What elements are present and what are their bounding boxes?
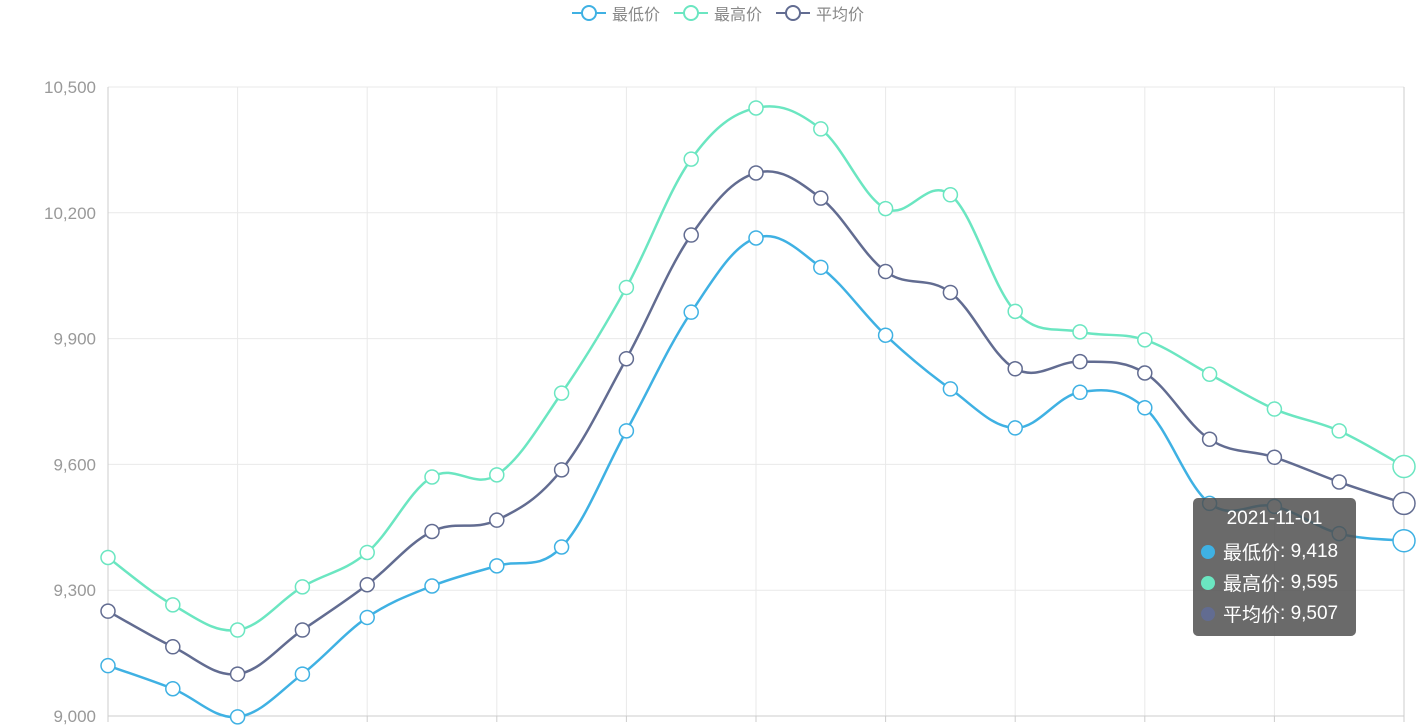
data-point[interactable] (424, 469, 440, 485)
tooltip-series-name: 平均价 (1223, 605, 1281, 626)
data-point[interactable] (683, 151, 699, 167)
data-point[interactable] (489, 467, 505, 483)
legend-label: 最高价 (714, 7, 763, 24)
data-point[interactable] (424, 578, 440, 594)
data-point[interactable] (942, 381, 959, 397)
legend-label: 最低价 (612, 7, 661, 24)
data-point[interactable] (1201, 366, 1218, 382)
data-point[interactable] (1266, 449, 1283, 466)
data-point[interactable] (1137, 365, 1153, 381)
tooltip: 2021-11-01 最低价: 9,418 最高价: 9,595 平均价: 9,… (1193, 498, 1356, 636)
legend-label: 平均价 (816, 7, 865, 24)
data-point[interactable] (1072, 353, 1088, 370)
data-point[interactable] (165, 639, 181, 655)
data-point[interactable] (1392, 454, 1416, 479)
tooltip-series-value: 9,507 (1290, 602, 1339, 624)
circle-line-icon (674, 5, 709, 21)
grid-lines (107, 86, 1405, 717)
series-dot-icon (1201, 544, 1215, 559)
legend: 最低价 最高价 平均价 (572, 0, 864, 26)
y-tick-label: 9,000 (53, 707, 96, 726)
tooltip-title: 2021-11-01 (1226, 508, 1323, 529)
data-point[interactable] (813, 259, 829, 276)
data-point[interactable] (618, 279, 635, 296)
y-tick-label: 10,500 (44, 78, 96, 97)
data-point[interactable] (100, 657, 116, 674)
tooltip-row-min: 最低价: 9,418 (1201, 536, 1356, 567)
data-point[interactable] (1007, 303, 1023, 320)
series-line (107, 235, 1405, 719)
data-point[interactable] (877, 200, 894, 217)
data-point[interactable] (1007, 420, 1023, 436)
data-point[interactable] (165, 680, 181, 697)
data-point[interactable] (942, 284, 959, 301)
data-point[interactable] (165, 597, 181, 613)
data-point[interactable] (1331, 423, 1347, 439)
data-point[interactable] (229, 666, 246, 682)
data-point[interactable] (100, 603, 116, 619)
data-point[interactable] (359, 544, 375, 561)
data-point[interactable] (877, 263, 894, 280)
legend-item-min[interactable]: 最低价 (572, 1, 660, 25)
data-point[interactable] (1137, 332, 1153, 348)
data-point[interactable] (1072, 384, 1088, 401)
tooltip-series-value: 9,418 (1290, 540, 1339, 562)
tooltip-series-name: 最低价 (1223, 543, 1281, 564)
y-tick-label: 9,600 (53, 455, 96, 474)
data-point[interactable] (877, 327, 894, 343)
data-point[interactable] (942, 187, 959, 203)
data-point[interactable] (294, 666, 311, 682)
data-point[interactable] (553, 385, 570, 401)
data-point[interactable] (813, 121, 829, 137)
series-lines (107, 105, 1405, 719)
series-dot-icon (1201, 606, 1215, 621)
data-point[interactable] (294, 622, 311, 638)
y-axis-labels: 9,000 9,300 9,600 9,900 10,200 10,500 (44, 78, 96, 726)
data-point[interactable] (1331, 474, 1347, 490)
legend-item-avg[interactable]: 平均价 (776, 1, 864, 25)
data-point[interactable] (618, 350, 635, 367)
data-point[interactable] (1072, 324, 1088, 340)
data-point[interactable] (359, 609, 375, 626)
data-point[interactable] (1201, 431, 1218, 447)
data-point[interactable] (294, 579, 311, 595)
data-point[interactable] (229, 709, 246, 725)
y-tick-label: 9,300 (53, 581, 96, 600)
data-point[interactable] (553, 462, 570, 478)
series-line (107, 105, 1405, 632)
series-points (100, 100, 1416, 725)
series-dot-icon (1201, 575, 1215, 590)
data-point[interactable] (1392, 491, 1416, 516)
legend-item-max[interactable]: 最高价 (674, 1, 762, 25)
data-point[interactable] (748, 165, 764, 181)
y-tick-label: 9,900 (53, 330, 96, 349)
data-point[interactable] (1266, 401, 1283, 417)
data-point[interactable] (748, 100, 764, 116)
series-line (107, 170, 1405, 676)
data-point[interactable] (618, 423, 635, 439)
data-point[interactable] (1392, 528, 1416, 553)
data-point[interactable] (229, 622, 246, 638)
circle-line-icon (572, 5, 606, 21)
data-point[interactable] (553, 539, 570, 555)
tooltip-row-avg: 平均价: 9,507 (1201, 598, 1356, 629)
data-point[interactable] (813, 190, 829, 206)
data-point[interactable] (359, 576, 375, 593)
tooltip-series-value: 9,595 (1290, 571, 1339, 593)
data-point[interactable] (683, 304, 699, 320)
tooltip-row-max: 最高价: 9,595 (1201, 567, 1356, 598)
data-point[interactable] (489, 512, 505, 528)
data-point[interactable] (100, 549, 116, 566)
data-point[interactable] (683, 227, 699, 243)
tooltip-series-name: 最高价 (1223, 574, 1281, 595)
data-point[interactable] (1007, 361, 1023, 377)
y-tick-label: 10,200 (44, 204, 96, 223)
circle-line-icon (776, 5, 811, 21)
data-point[interactable] (424, 523, 440, 540)
data-point[interactable] (748, 230, 764, 246)
data-point[interactable] (489, 558, 505, 574)
data-point[interactable] (1137, 400, 1153, 416)
